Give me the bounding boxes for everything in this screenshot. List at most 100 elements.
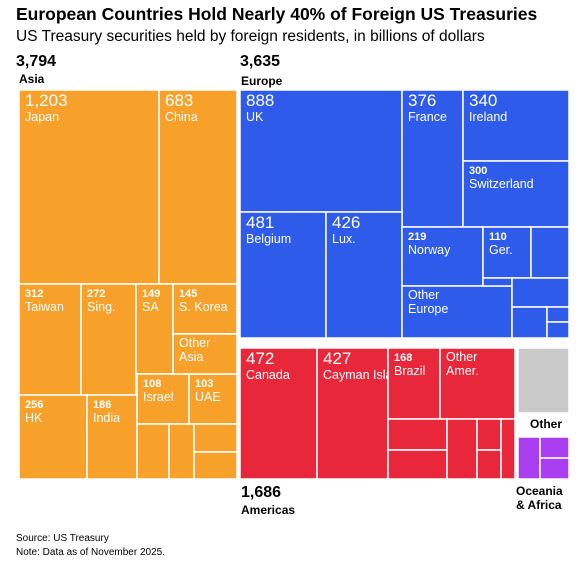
europe-belgium-value: 481: [246, 213, 274, 232]
americas-small-tile-3: [446, 418, 478, 480]
americas-other-amer-label-1: Other: [446, 350, 477, 364]
asia-sing-tile: [80, 283, 137, 396]
asia-s-korea-label: S. Korea: [179, 300, 228, 314]
americas-brazil-value: 168: [394, 352, 412, 364]
europe-belgium-tile: [239, 211, 327, 339]
europe-switzerland-label: Switzerland: [469, 177, 534, 191]
americas-canada-tile: [239, 347, 318, 480]
europe-france-value: 376: [408, 91, 436, 110]
asia-india-tile: [86, 394, 138, 480]
oceania-africa-tile-2: [539, 436, 570, 459]
asia-hk-value: 256: [25, 399, 43, 411]
europe-uk-value: 888: [246, 91, 274, 110]
americas-other-amer-tile: [439, 347, 516, 420]
asia-uae-tile: [188, 373, 238, 425]
asia-india-value: 186: [93, 399, 111, 411]
source-note: Source: US Treasury: [16, 533, 109, 544]
asia-total: 3,794: [16, 53, 57, 70]
asia-sing-label: Sing.: [87, 300, 116, 314]
chart-subtitle: US Treasury securities held by foreign r…: [16, 28, 485, 45]
europe-switzerland-value: 300: [469, 165, 487, 177]
americas-other-amer-label-2: Amer.: [446, 364, 479, 378]
europe-norway-value: 219: [408, 231, 426, 243]
europe-ireland-value: 340: [469, 91, 497, 110]
europe-total: 3,635: [240, 53, 281, 70]
europe-ger-tile: [482, 226, 532, 279]
asia-taiwan-value: 312: [25, 288, 43, 300]
asia-india-label: India: [93, 411, 120, 425]
americas-total: 1,686: [241, 484, 282, 501]
asia-israel-label: Israel: [143, 390, 174, 404]
other-label: Other: [530, 417, 563, 431]
americas-small-tile-6: [500, 418, 516, 480]
oceania-africa-tile-1: [517, 436, 541, 480]
asia-japan-value: 1,203: [25, 91, 68, 110]
americas-small-tile-1: [387, 418, 448, 451]
asia-label: Asia: [19, 72, 45, 86]
asia-uae-value: 103: [195, 378, 213, 390]
asia-taiwan-label: Taiwan: [25, 300, 64, 314]
europe-other-europe-label-1: Other: [408, 288, 439, 302]
europe-lux-label: Lux.: [332, 232, 356, 246]
europe-uk-tile: [239, 89, 403, 213]
oceania-africa-label-line2: & Africa: [516, 498, 562, 512]
asia-taiwan-tile: [18, 283, 82, 396]
europe-france-label: France: [408, 110, 447, 124]
data-note: Note: Data as of November 2025.: [16, 547, 165, 558]
asia-china-label: China: [165, 110, 198, 124]
europe-ger-label: Ger.: [489, 243, 513, 257]
europe-lux-tile: [325, 211, 403, 339]
asia-sa-label: SA: [142, 300, 159, 314]
europe-uk-label: UK: [246, 110, 264, 124]
europe-small-tile-4: [511, 306, 548, 339]
americas-small-tile-4: [476, 418, 502, 451]
europe-ireland-tile: [462, 89, 570, 162]
americas-cayman-islands-value: 427: [323, 349, 351, 368]
europe-small-tile-3: [511, 277, 570, 308]
americas-canada-value: 472: [246, 349, 274, 368]
europe-france-tile: [401, 89, 464, 228]
europe-small-tile-2: [482, 277, 513, 287]
asia-sa-value: 149: [142, 288, 160, 300]
europe-ireland-label: Ireland: [469, 110, 507, 124]
oceania-africa-tile-3: [539, 457, 570, 480]
asia-s-korea-value: 145: [179, 288, 197, 300]
americas-small-tile-2: [387, 449, 448, 480]
asia-uae-label: UAE: [195, 390, 221, 404]
europe-other-europe-label-2: Europe: [408, 302, 448, 316]
americas-small-tile-5: [476, 449, 502, 480]
americas-brazil-label: Brazil: [394, 364, 425, 378]
asia-sa-tile: [135, 283, 174, 375]
europe-switzerland-tile: [462, 160, 570, 228]
asia-other-asia-tile: [172, 333, 238, 375]
asia-other-asia-label-1: Other: [179, 336, 210, 350]
americas-cayman-islands-tile: [316, 347, 389, 480]
europe-ger-value: 110: [489, 231, 507, 243]
asia-small-tile-4: [193, 451, 238, 480]
asia-other-asia-label-2: Asia: [179, 350, 203, 364]
europe-belgium-label: Belgium: [246, 232, 291, 246]
chart-title: European Countries Hold Nearly 40% of Fo…: [16, 4, 538, 24]
europe-label: Europe: [241, 74, 283, 88]
europe-lux-value: 426: [332, 213, 360, 232]
europe-other-europe-tile: [401, 285, 513, 339]
americas-label: Americas: [241, 503, 296, 517]
americas-canada-label: Canada: [246, 368, 290, 382]
europe-small-tile-6: [546, 321, 570, 339]
asia-hk-label: HK: [25, 411, 43, 425]
asia-sing-value: 272: [87, 288, 105, 300]
europe-norway-label: Norway: [408, 243, 451, 257]
asia-japan-tile: [18, 89, 160, 285]
other-tile: [517, 347, 570, 414]
asia-small-tile-3: [193, 423, 238, 453]
asia-japan-label: Japan: [25, 110, 59, 124]
europe-small-tile-5: [546, 306, 570, 323]
asia-china-tile: [158, 89, 238, 285]
oceania-africa-label-line1: Oceania: [516, 484, 563, 498]
asia-china-value: 683: [165, 91, 193, 110]
europe-small-tile-1: [530, 226, 570, 279]
asia-small-tile-1: [136, 423, 170, 480]
asia-israel-value: 108: [143, 378, 161, 390]
asia-small-tile-2: [168, 423, 195, 480]
